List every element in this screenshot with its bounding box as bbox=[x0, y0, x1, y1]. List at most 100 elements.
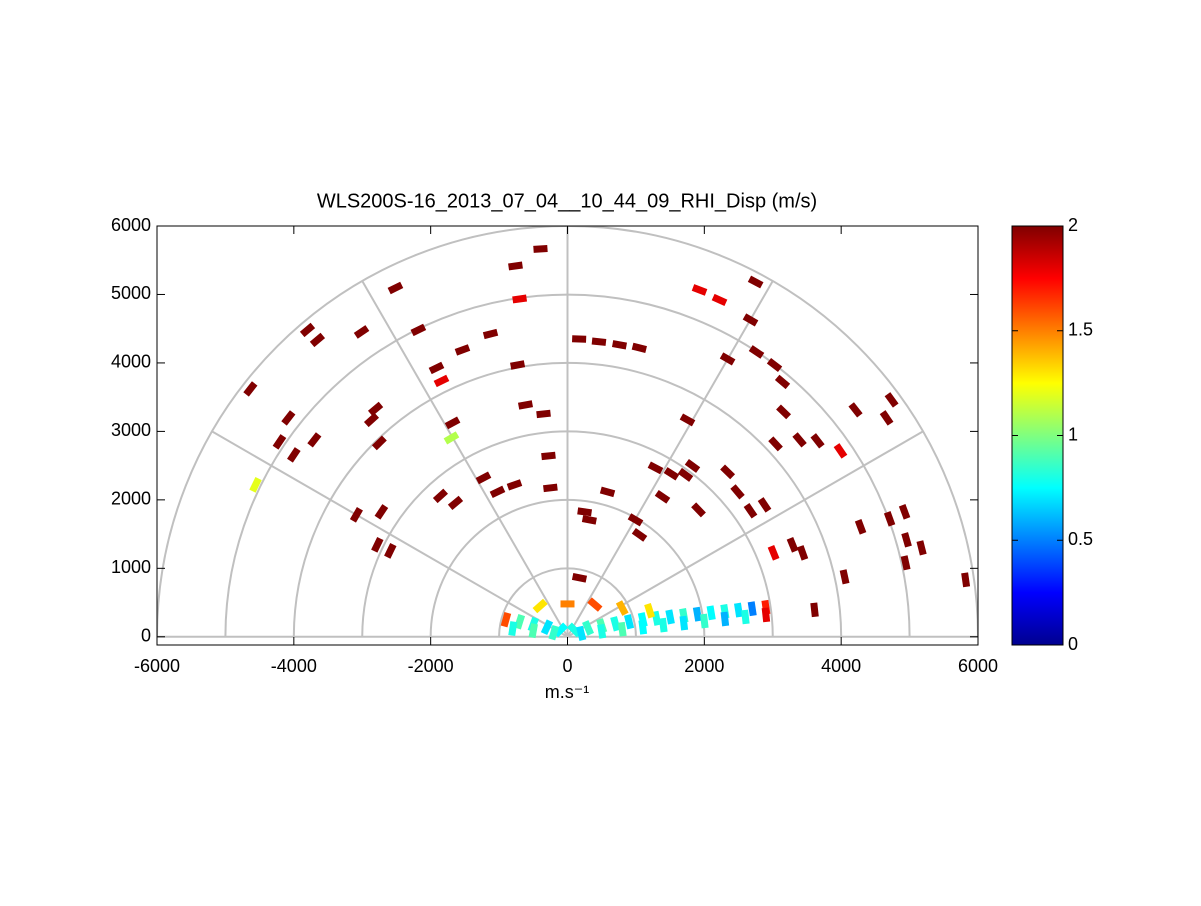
data-patch bbox=[541, 451, 556, 461]
data-patch bbox=[720, 611, 730, 627]
data-patch bbox=[879, 410, 894, 426]
x-tick-label: 2000 bbox=[684, 656, 724, 676]
data-patch bbox=[428, 361, 445, 375]
data-patch bbox=[761, 607, 771, 623]
data-patch bbox=[792, 432, 807, 448]
data-patch bbox=[514, 613, 526, 630]
data-patch bbox=[508, 261, 523, 271]
data-patch bbox=[532, 598, 548, 614]
data-patch bbox=[706, 605, 716, 621]
data-patch bbox=[307, 432, 322, 448]
data-patch bbox=[489, 485, 506, 499]
data-patch bbox=[577, 507, 593, 517]
data-patch bbox=[454, 344, 471, 356]
data-patch bbox=[730, 484, 745, 500]
data-patch bbox=[500, 611, 512, 628]
data-patch bbox=[848, 402, 863, 418]
spoke bbox=[211, 430, 569, 638]
data-patch bbox=[884, 392, 899, 408]
data-patch bbox=[536, 409, 551, 419]
y-tick-label: 2000 bbox=[111, 489, 151, 509]
data-patch bbox=[571, 573, 588, 583]
data-patch bbox=[540, 619, 554, 636]
data-patch bbox=[560, 600, 575, 608]
data-patch bbox=[839, 569, 850, 585]
data-patch bbox=[810, 433, 825, 449]
data-patch bbox=[631, 342, 647, 353]
data-patch bbox=[444, 416, 461, 430]
data-patch bbox=[700, 613, 709, 629]
data-patch bbox=[766, 357, 783, 373]
data-patch bbox=[371, 435, 387, 451]
spoke bbox=[566, 280, 774, 638]
data-patch bbox=[582, 620, 595, 636]
data-patch bbox=[599, 486, 616, 498]
data-patch bbox=[363, 412, 380, 428]
data-patch bbox=[410, 323, 427, 337]
data-patch bbox=[638, 619, 648, 635]
data-patch bbox=[353, 325, 370, 339]
data-patch bbox=[517, 400, 534, 410]
data-patch bbox=[833, 443, 848, 459]
y-tick-label: 1000 bbox=[111, 557, 151, 577]
y-tick-label: 6000 bbox=[111, 215, 151, 235]
data-patch bbox=[591, 337, 607, 346]
data-patch bbox=[768, 436, 783, 452]
data-patch bbox=[287, 447, 301, 463]
spoke bbox=[361, 280, 569, 638]
data-patch bbox=[767, 545, 780, 561]
data-patch bbox=[748, 345, 765, 359]
data-patch bbox=[961, 572, 971, 588]
data-patch bbox=[747, 275, 764, 289]
data-patch bbox=[597, 623, 607, 639]
data-patch bbox=[692, 606, 703, 622]
data-patch bbox=[433, 374, 450, 388]
data-patch bbox=[720, 464, 736, 480]
chart-title: WLS200S-16_2013_07_04__10_44_09_RHI_Disp… bbox=[317, 190, 817, 212]
data-patch bbox=[796, 545, 809, 561]
data-patch bbox=[854, 519, 867, 535]
data-patch bbox=[512, 294, 528, 304]
y-tick-label: 3000 bbox=[111, 420, 151, 440]
x-tick-label: 4000 bbox=[821, 656, 861, 676]
data-patch bbox=[367, 401, 384, 417]
data-patch bbox=[743, 503, 758, 519]
data-patch bbox=[627, 513, 644, 527]
x-tick-label: -6000 bbox=[134, 656, 180, 676]
colorbar-tick-label: 2 bbox=[1068, 215, 1078, 235]
data-patch bbox=[281, 410, 296, 426]
data-patch bbox=[776, 404, 792, 420]
data-patch bbox=[508, 621, 518, 637]
spoke bbox=[566, 430, 924, 638]
data-patch bbox=[506, 479, 523, 491]
data-patch bbox=[663, 467, 680, 481]
y-tick-label: 5000 bbox=[111, 283, 151, 303]
data-patch bbox=[677, 467, 694, 482]
data-patch bbox=[475, 471, 492, 485]
data-patch bbox=[883, 511, 896, 527]
data-patch bbox=[916, 540, 927, 556]
x-tick-label: 0 bbox=[562, 656, 572, 676]
data-patch bbox=[371, 537, 384, 553]
data-patch bbox=[684, 458, 701, 473]
data-patch bbox=[631, 527, 648, 542]
data-patch bbox=[624, 614, 635, 630]
data-patch bbox=[647, 461, 664, 475]
data-patch bbox=[679, 615, 689, 631]
data-patch bbox=[581, 515, 597, 525]
y-tick-label: 0 bbox=[141, 626, 151, 646]
data-patch bbox=[691, 284, 708, 296]
data-patch bbox=[774, 374, 791, 390]
data-patch bbox=[548, 624, 560, 641]
colorbar-tick-label: 1 bbox=[1068, 424, 1078, 444]
data-patch bbox=[898, 504, 911, 520]
data-patch bbox=[658, 617, 668, 633]
data-patch bbox=[272, 434, 287, 450]
data-patch bbox=[734, 602, 744, 618]
data-patch bbox=[665, 609, 675, 625]
data-patch bbox=[543, 483, 558, 493]
data-patch bbox=[679, 413, 696, 427]
data-patch bbox=[617, 621, 627, 637]
data-patch bbox=[571, 335, 587, 343]
